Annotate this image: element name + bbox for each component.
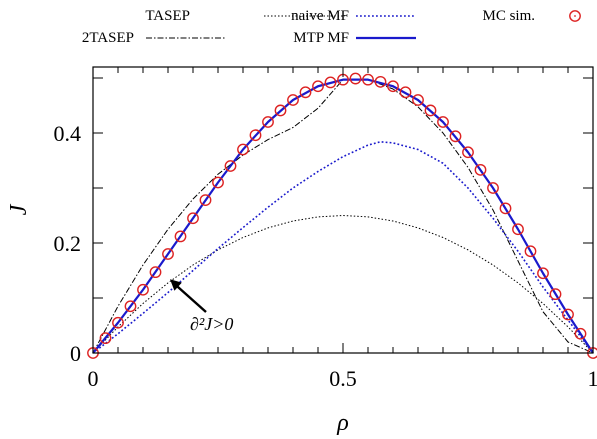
legend-entry-tasep: TASEP [145, 8, 345, 24]
series-naive-mf-line [92, 141, 594, 354]
mc-point [349, 72, 362, 85]
x-tick-label: 1 [588, 366, 597, 391]
mc-point [437, 116, 449, 128]
mc-point [299, 86, 312, 99]
series-mtp-mf-line [92, 78, 594, 354]
mc-point [137, 283, 149, 296]
y-axis-title: J [6, 203, 32, 215]
x-tick-label: 0.5 [329, 366, 357, 391]
mc-point [287, 94, 299, 106]
mc-point [549, 288, 562, 301]
series-mc-sim [87, 72, 597, 359]
mc-point [412, 94, 424, 106]
mc-point [487, 182, 499, 194]
plot-frame [92, 66, 594, 354]
mc-point [324, 76, 337, 89]
legend-label: MTP MF [293, 30, 349, 46]
mc-point [174, 230, 187, 243]
mc-point [237, 143, 249, 156]
mc-point [512, 223, 524, 236]
x-axis-title: ρ [336, 410, 349, 436]
mc-point [499, 202, 512, 215]
y-tick-label: 0.4 [54, 121, 82, 146]
annotation-arrow-head [170, 279, 182, 291]
annotation-arrow-shaft [175, 284, 207, 313]
mc-point [537, 267, 549, 280]
mc-point [224, 160, 237, 172]
mc-point [312, 80, 324, 93]
mc-point [462, 146, 474, 159]
legend-entry-2tasep: 2TASEP [82, 30, 226, 46]
legend-marker [569, 10, 581, 22]
y-tick-label: 0 [70, 341, 81, 366]
mc-point [562, 308, 574, 321]
legend-label: 2TASEP [82, 30, 134, 46]
series-tasep-line [92, 215, 594, 354]
annotation-label: ∂²J>0 [190, 314, 233, 334]
axes: 0 0.5 1 0 0.2 0.4 ∂²J>0 [54, 66, 597, 391]
legend-entry-naive-mf: naive MF [291, 8, 416, 24]
mc-point [249, 129, 262, 142]
mc-point [524, 245, 537, 258]
mc-point [99, 332, 112, 345]
y-tick-label: 0.2 [54, 231, 82, 256]
mc-point [187, 212, 199, 225]
mc-point [574, 327, 587, 340]
mc-point [374, 75, 387, 88]
mc-point [399, 86, 412, 99]
legend-label: naive MF [291, 8, 349, 24]
legend-entry-mc-sim: MC sim. [482, 8, 581, 24]
legend-label: TASEP [145, 8, 190, 24]
mc-point [449, 130, 462, 143]
mc-point [162, 248, 174, 260]
legend: TASEP 2TASEP naive MF MTP MF MC sim. [82, 8, 581, 46]
mc-point [112, 316, 124, 329]
mc-point [362, 73, 374, 86]
mc-point [474, 163, 487, 176]
mc-point [424, 104, 437, 117]
mc-point [149, 266, 162, 279]
mc-point [212, 176, 224, 189]
mc-point [262, 116, 274, 128]
mc-point [387, 80, 399, 93]
legend-marker-dot [574, 15, 576, 17]
series-2tasep-line [92, 78, 594, 354]
mc-point [274, 104, 287, 117]
plot-area [87, 72, 597, 359]
legend-entry-mtp-mf: MTP MF [293, 30, 416, 46]
x-tick-label: 0 [88, 366, 99, 391]
mc-point [124, 300, 137, 313]
legend-label: MC sim. [482, 8, 535, 24]
mc-point [199, 194, 212, 207]
